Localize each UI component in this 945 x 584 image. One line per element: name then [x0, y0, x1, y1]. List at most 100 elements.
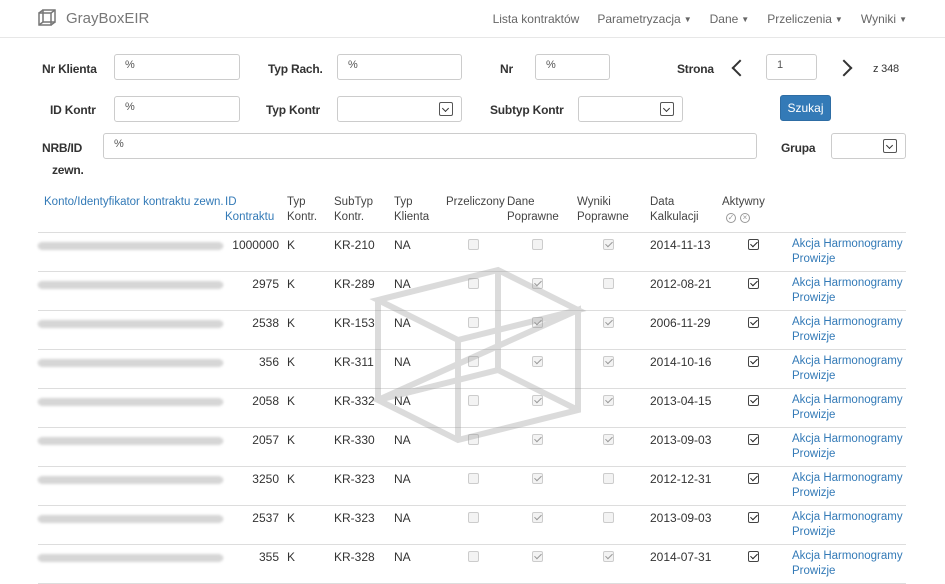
nr-input[interactable]: %	[535, 54, 610, 80]
col-wyniki-header: Wyniki Poprawne	[577, 195, 629, 225]
cell-subtyp-kontr: KR-330	[334, 433, 375, 447]
aktywny-checkbox[interactable]	[748, 473, 759, 484]
aktywny-checkbox[interactable]	[748, 239, 759, 250]
redacted-account-id	[38, 554, 223, 562]
cell-data-kalkulacji: 2013-09-03	[650, 511, 712, 525]
subtyp-kontr-label: Subtyp Kontr	[490, 103, 564, 117]
dane-poprawne-checkbox	[532, 473, 543, 484]
id-kontr-input[interactable]: %	[114, 96, 240, 122]
row-actions: Akcja Harmonogramy Prowizje	[792, 432, 903, 462]
prowizje-link[interactable]: Prowizje	[792, 409, 836, 421]
dane-poprawne-checkbox	[532, 434, 543, 445]
akcja-harmonogramy-link[interactable]: Akcja Harmonogramy	[792, 394, 903, 406]
wyniki-poprawne-checkbox	[603, 512, 614, 523]
akcja-harmonogramy-link[interactable]: Akcja Harmonogramy	[792, 433, 903, 445]
nr-klienta-input[interactable]: %	[114, 54, 240, 80]
col-wyniki-line2: Poprawne	[577, 211, 629, 223]
check-circle-icon[interactable]: ✓	[726, 213, 736, 223]
prowizje-link[interactable]: Prowizje	[792, 526, 836, 538]
prowizje-link[interactable]: Prowizje	[792, 292, 836, 304]
prowizje-link[interactable]: Prowizje	[792, 487, 836, 499]
akcja-harmonogramy-link[interactable]: Akcja Harmonogramy	[792, 550, 903, 562]
nav-wyniki-dropdown[interactable]: Wyniki ▼	[861, 12, 907, 26]
dropdown-arrow-icon	[439, 102, 453, 116]
aktywny-checkbox[interactable]	[748, 356, 759, 367]
cell-typ-kontr: K	[287, 316, 296, 330]
navbar: GrayBoxEIR Lista kontraktów Parametryzac…	[0, 0, 945, 38]
col-konto-header[interactable]: Konto/Identyfikator kontraktu zewn.	[44, 196, 224, 208]
cell-typ-kontr: K	[287, 277, 296, 291]
aktywny-checkbox[interactable]	[748, 512, 759, 523]
wyniki-poprawne-checkbox	[603, 317, 614, 328]
akcja-harmonogramy-link[interactable]: Akcja Harmonogramy	[792, 316, 903, 328]
nav-parametryzacja-dropdown[interactable]: Parametryzacja ▼	[597, 12, 691, 26]
prev-page-icon[interactable]	[731, 59, 749, 77]
x-circle-icon[interactable]: ×	[740, 213, 750, 223]
redacted-account-id	[38, 281, 223, 289]
col-aktywny-header: Aktywny ✓ ×	[722, 195, 765, 225]
col-typ-line2: Kontr.	[287, 211, 318, 223]
akcja-harmonogramy-link[interactable]: Akcja Harmonogramy	[792, 277, 903, 289]
aktywny-checkbox[interactable]	[748, 434, 759, 445]
table-row: 2538 K KR-153 NA 2006-11-29 Akcja Harmonogram…	[38, 311, 906, 350]
aktywny-checkbox[interactable]	[748, 317, 759, 328]
cell-id-kontraktu: 2537	[252, 511, 279, 525]
przeliczony-checkbox	[468, 512, 479, 523]
prowizje-link[interactable]: Prowizje	[792, 331, 836, 343]
caret-down-icon: ▼	[834, 15, 843, 25]
table-row: 2975 K KR-289 NA 2012-08-21 Akcja Harmonogram…	[38, 272, 906, 311]
nav-dane-dropdown[interactable]: Dane ▼	[710, 12, 750, 26]
col-typ-klienta-header: Typ Klienta	[394, 195, 429, 225]
akcja-harmonogramy-link[interactable]: Akcja Harmonogramy	[792, 472, 903, 484]
search-button[interactable]: Szukaj	[780, 95, 831, 121]
nrb-id-input[interactable]: %	[103, 133, 757, 159]
col-id-header[interactable]: ID Kontraktu	[225, 195, 274, 225]
nav-przeliczenia-dropdown[interactable]: Przeliczenia ▼	[767, 12, 843, 26]
grupa-label: Grupa	[781, 141, 816, 155]
prowizje-link[interactable]: Prowizje	[792, 448, 836, 460]
table-header: Konto/Identyfikator kontraktu zewn. ID Ko…	[38, 193, 906, 233]
col-id-line1: ID	[225, 196, 237, 208]
cell-typ-kontr: K	[287, 472, 296, 486]
table-row: 2058 K KR-332 NA 2013-04-15 Akcja Harmonogram…	[38, 389, 906, 428]
typ-rach-input[interactable]: %	[337, 54, 462, 80]
typ-rach-label: Typ Rach.	[268, 62, 323, 76]
nav-lista-kontraktow[interactable]: Lista kontraktów	[493, 12, 580, 26]
cell-id-kontraktu: 2975	[252, 277, 279, 291]
cell-id-kontraktu: 355	[258, 550, 279, 564]
grupa-select[interactable]	[831, 133, 906, 159]
aktywny-checkbox[interactable]	[748, 551, 759, 562]
table-row: 3250 K KR-323 NA 2012-12-31 Akcja Harmonogram…	[38, 467, 906, 506]
cell-typ-klienta: NA	[394, 472, 411, 486]
row-actions: Akcja Harmonogramy Prowizje	[792, 276, 903, 306]
akcja-harmonogramy-link[interactable]: Akcja Harmonogramy	[792, 355, 903, 367]
table-row: 355 K KR-328 NA 2014-07-31 Akcja Harmonogramy…	[38, 545, 906, 584]
wyniki-poprawne-checkbox	[603, 551, 614, 562]
akcja-harmonogramy-link[interactable]: Akcja Harmonogramy	[792, 238, 903, 250]
typ-kontr-select[interactable]	[337, 96, 462, 122]
prowizje-link[interactable]: Prowizje	[792, 253, 836, 265]
brand[interactable]: GrayBoxEIR	[38, 9, 149, 27]
col-typ-line1: Typ	[287, 196, 306, 208]
prowizje-link[interactable]: Prowizje	[792, 370, 836, 382]
subtyp-kontr-select[interactable]	[578, 96, 683, 122]
cell-typ-klienta: NA	[394, 238, 411, 252]
dane-poprawne-checkbox	[532, 356, 543, 367]
row-actions: Akcja Harmonogramy Prowizje	[792, 471, 903, 501]
prowizje-link[interactable]: Prowizje	[792, 565, 836, 577]
next-page-icon[interactable]	[835, 59, 853, 77]
cell-typ-kontr: K	[287, 550, 296, 564]
cell-subtyp-kontr: KR-289	[334, 277, 375, 291]
nav-label: Wyniki	[860, 12, 897, 26]
akcja-harmonogramy-link[interactable]: Akcja Harmonogramy	[792, 511, 903, 523]
aktywny-checkbox[interactable]	[748, 278, 759, 289]
cell-typ-kontr: K	[287, 394, 296, 408]
aktywny-checkbox[interactable]	[748, 395, 759, 406]
cell-typ-kontr: K	[287, 433, 296, 447]
page-number-input[interactable]: 1	[766, 54, 817, 80]
cell-data-kalkulacji: 2013-04-15	[650, 394, 712, 408]
table-row: 2537 K KR-323 NA 2013-09-03 Akcja Harmonogram…	[38, 506, 906, 545]
typ-kontr-label: Typ Kontr	[266, 103, 320, 117]
cell-typ-kontr: K	[287, 238, 296, 252]
cell-subtyp-kontr: KR-153	[334, 316, 375, 330]
